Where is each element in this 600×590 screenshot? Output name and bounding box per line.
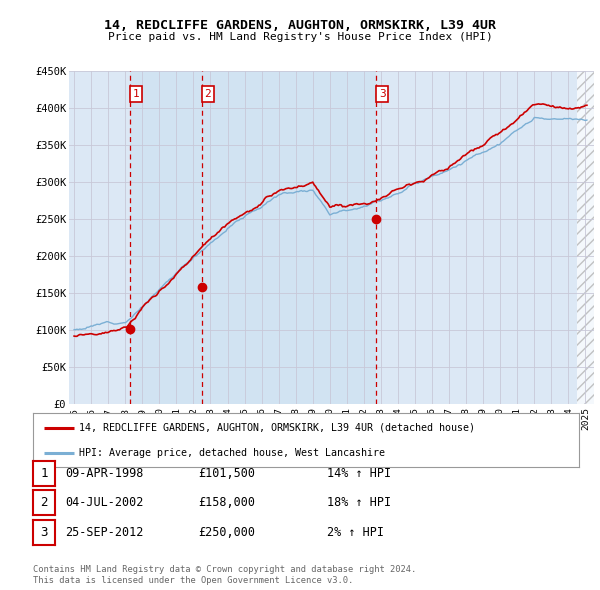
Text: £158,000: £158,000 xyxy=(198,496,255,509)
Text: 04-JUL-2002: 04-JUL-2002 xyxy=(65,496,143,509)
Text: 1: 1 xyxy=(133,89,139,99)
Text: 3: 3 xyxy=(379,89,386,99)
Text: 2% ↑ HPI: 2% ↑ HPI xyxy=(327,526,384,539)
Text: Contains HM Land Registry data © Crown copyright and database right 2024.: Contains HM Land Registry data © Crown c… xyxy=(33,565,416,574)
Text: HPI: Average price, detached house, West Lancashire: HPI: Average price, detached house, West… xyxy=(79,448,385,458)
Text: 14, REDCLIFFE GARDENS, AUGHTON, ORMSKIRK, L39 4UR (detached house): 14, REDCLIFFE GARDENS, AUGHTON, ORMSKIRK… xyxy=(79,422,475,432)
Text: £250,000: £250,000 xyxy=(198,526,255,539)
Bar xyxy=(202,71,376,404)
Text: 18% ↑ HPI: 18% ↑ HPI xyxy=(327,496,391,509)
Text: 09-APR-1998: 09-APR-1998 xyxy=(65,467,143,480)
Text: Price paid vs. HM Land Registry's House Price Index (HPI): Price paid vs. HM Land Registry's House … xyxy=(107,32,493,42)
Text: 14% ↑ HPI: 14% ↑ HPI xyxy=(327,467,391,480)
Text: 2: 2 xyxy=(40,496,48,509)
Text: 25-SEP-2012: 25-SEP-2012 xyxy=(65,526,143,539)
Text: £101,500: £101,500 xyxy=(198,467,255,480)
Text: 1: 1 xyxy=(40,467,48,480)
Text: 2: 2 xyxy=(205,89,211,99)
Text: This data is licensed under the Open Government Licence v3.0.: This data is licensed under the Open Gov… xyxy=(33,576,353,585)
Text: 3: 3 xyxy=(40,526,48,539)
Text: 14, REDCLIFFE GARDENS, AUGHTON, ORMSKIRK, L39 4UR: 14, REDCLIFFE GARDENS, AUGHTON, ORMSKIRK… xyxy=(104,19,496,32)
Bar xyxy=(130,71,202,404)
